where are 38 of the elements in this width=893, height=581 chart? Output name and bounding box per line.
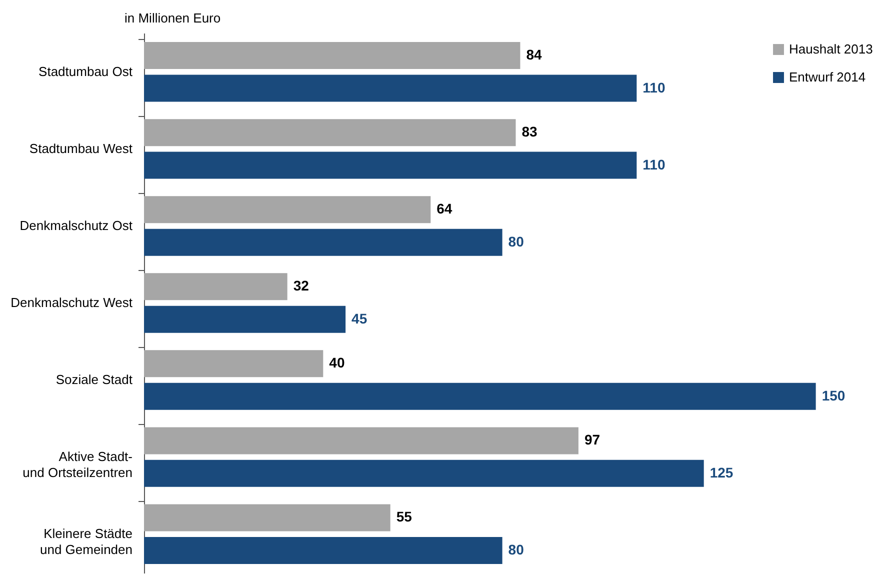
y-tick-label: Stadtumbau Ost [38, 64, 133, 79]
bar [144, 504, 390, 532]
y-tick-label: Kleinere Städte und Gemeinden [40, 526, 132, 558]
legend-label: Haushalt 2013 [789, 42, 873, 56]
bar [144, 42, 520, 70]
data-label: 80 [508, 541, 524, 558]
data-label: 110 [642, 79, 666, 96]
y-tick-label: Denkmalschutz West [10, 295, 133, 310]
data-label: 40 [329, 354, 345, 371]
data-label: 80 [508, 233, 524, 250]
y-tick-label: Aktive Stadt- und Ortsteilzentren [22, 449, 132, 480]
bar [144, 228, 502, 256]
legend-label: Entwurf 2014 [789, 70, 866, 84]
bar [144, 350, 324, 378]
bar [144, 427, 578, 454]
data-label: 64 [436, 200, 452, 217]
data-label: 83 [522, 124, 538, 140]
data-label: 55 [396, 508, 412, 525]
data-label: 84 [526, 46, 542, 63]
bar [144, 74, 637, 102]
bar [144, 536, 502, 564]
data-label: 32 [293, 278, 310, 294]
data-label: 150 [822, 387, 846, 404]
y-tick-label: Soziale Stadt [56, 372, 133, 388]
bar [144, 152, 637, 179]
data-label: 97 [584, 432, 600, 448]
bar [144, 382, 816, 410]
data-label: 110 [642, 156, 666, 172]
bar [144, 460, 704, 487]
bar [144, 196, 431, 224]
x-axis-title: in Millionen Euro [124, 10, 221, 26]
bar [144, 306, 346, 333]
data-label: 125 [710, 464, 734, 480]
y-tick-label: Denkmalschutz Ost [20, 218, 133, 233]
y-tick-label: Stadtumbau West [29, 140, 133, 156]
bar [144, 119, 516, 146]
bar [144, 273, 288, 300]
data-label: 45 [352, 310, 368, 326]
